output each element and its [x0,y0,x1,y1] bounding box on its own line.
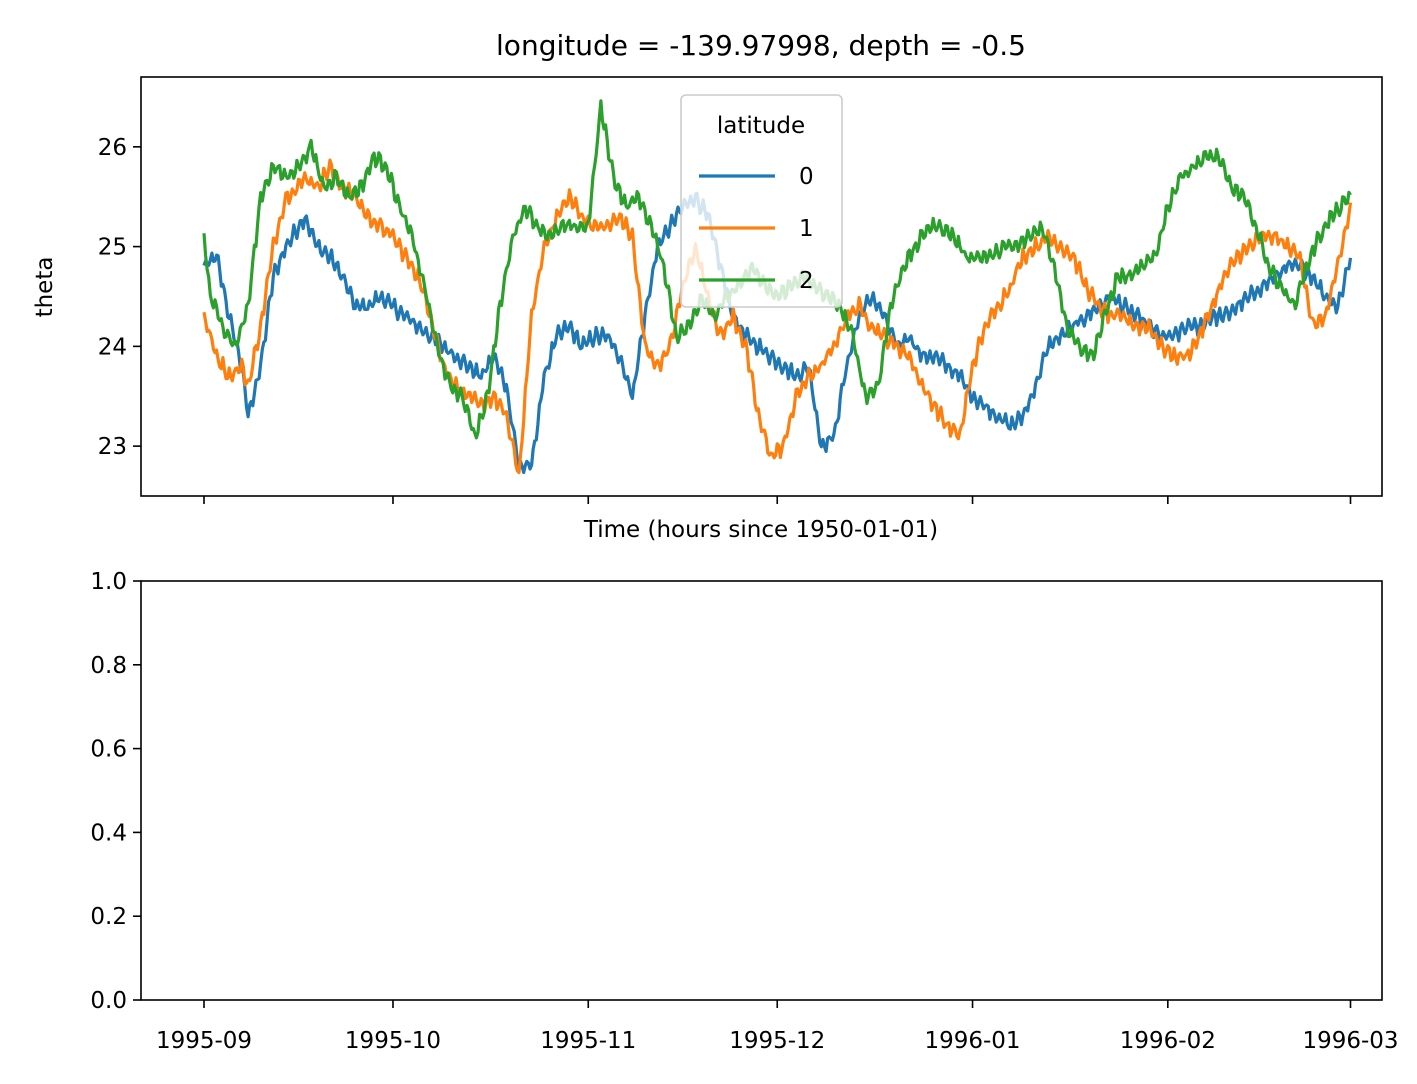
bottom-y-tick-label: 0.6 [90,737,127,763]
top-axes-frame [140,76,1383,497]
top-chart-title: longitude = -139.97998, depth = -0.5 [496,29,1026,62]
series-line-0 [202,191,1353,475]
top-y-tick-label: 23 [98,434,127,460]
legend: latitude 0 1 2 [680,94,843,308]
legend-title: latitude [717,113,805,139]
bottom-y-tick-label: 1.0 [90,569,127,595]
bottom-x-tick-label: 1996-02 [1120,1028,1216,1054]
bottom-x-tick-label: 1996-01 [924,1028,1020,1054]
series-line-1 [202,158,1353,475]
bottom-x-tick-label: 1995-09 [156,1028,252,1054]
top-y-tick-label: 25 [98,235,127,261]
bottom-x-tick-label: 1996-03 [1302,1028,1398,1054]
top-y-tick-label: 26 [98,135,127,161]
bottom-x-tick-label: 1995-10 [345,1028,441,1054]
bottom-subplot: 0.0 0.2 0.4 0.6 0.8 1.0 1995-09 1995-10 1995-11 1… [90,569,1398,1054]
bottom-y-tick-label: 0.4 [90,820,127,846]
legend-label-0: 0 [799,164,814,190]
bottom-axes-frame [140,580,1383,1001]
legend-box [680,94,843,308]
legend-label-2: 2 [799,268,814,294]
bottom-ticks: 0.0 0.2 0.4 0.6 0.8 1.0 1995-09 1995-10 1995-11 1… [90,569,1398,1054]
bottom-y-tick-label: 0.0 [90,988,127,1014]
top-ticks: 23 24 25 26 [98,135,1352,504]
bottom-x-tick-label: 1995-11 [540,1028,636,1054]
top-subplot: longitude = -139.97998, depth = -0.5 the… [32,29,1383,543]
bottom-y-tick-label: 0.2 [90,904,127,930]
legend-label-1: 1 [799,216,814,242]
top-y-tick-label: 24 [98,334,127,360]
top-y-axis-label: theta [32,257,58,318]
legend-entries: 0 1 2 [699,164,814,294]
bottom-y-tick-label: 0.8 [90,653,127,679]
top-x-axis-label: Time (hours since 1950-01-01) [583,517,938,543]
bottom-x-tick-label: 1995-12 [729,1028,825,1054]
